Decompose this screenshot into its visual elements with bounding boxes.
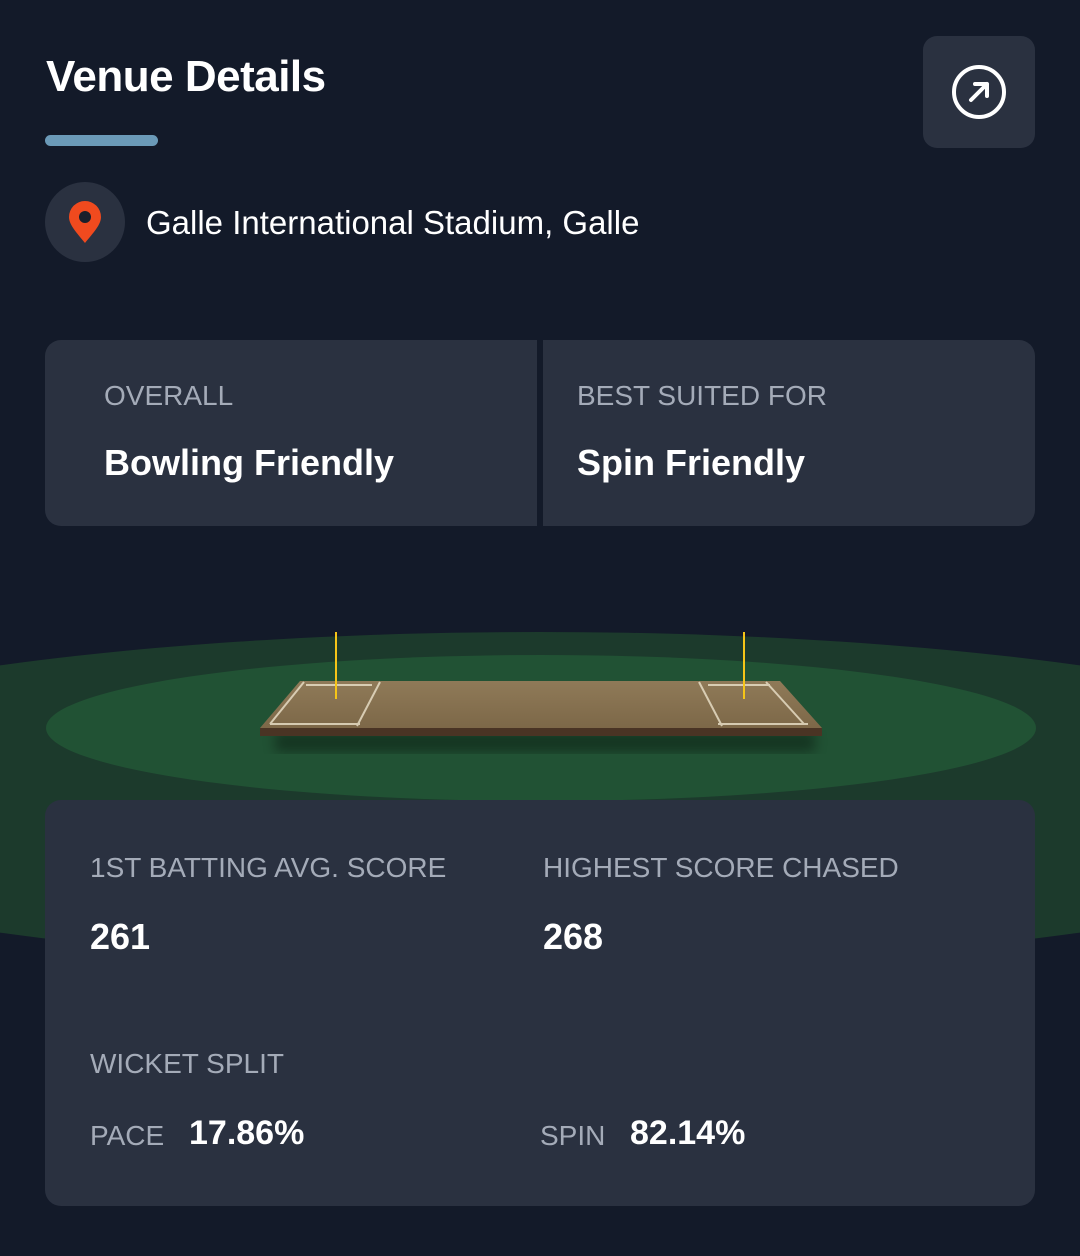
arrow-up-right-circle-icon bbox=[952, 65, 1006, 119]
best-suited-card: BEST SUITED FOR Spin Friendly bbox=[543, 340, 1035, 526]
overall-value: Bowling Friendly bbox=[104, 442, 395, 483]
highest-chased-label: HIGHEST SCORE CHASED bbox=[543, 852, 899, 883]
pace-value: 17.86% bbox=[189, 1114, 305, 1152]
pitch-surface bbox=[260, 681, 822, 728]
highest-chased-value: 268 bbox=[543, 916, 604, 957]
spin-label: SPIN bbox=[540, 1120, 606, 1151]
wicket-split-label: WICKET SPLIT bbox=[90, 1048, 284, 1079]
first-batting-avg-value: 261 bbox=[90, 916, 151, 957]
venue-stats-card: 1ST BATTING AVG. SCORE 261 HIGHEST SCORE… bbox=[45, 800, 1035, 1206]
location-badge bbox=[45, 182, 125, 262]
spin-value: 82.14% bbox=[630, 1114, 746, 1152]
pace-label: PACE bbox=[90, 1120, 165, 1151]
pitch-edge bbox=[260, 728, 822, 736]
title-underline bbox=[45, 135, 158, 146]
first-batting-avg-label: 1ST BATTING AVG. SCORE bbox=[90, 852, 447, 883]
map-pin-icon bbox=[69, 201, 101, 243]
page-title: Venue Details bbox=[46, 52, 326, 101]
overall-label: OVERALL bbox=[104, 380, 234, 411]
open-venue-button[interactable] bbox=[923, 36, 1035, 148]
best-suited-label: BEST SUITED FOR bbox=[577, 380, 827, 411]
best-suited-value: Spin Friendly bbox=[577, 442, 806, 483]
overall-card: OVERALL Bowling Friendly bbox=[45, 340, 537, 526]
venue-name: Galle International Stadium, Galle bbox=[146, 204, 640, 241]
